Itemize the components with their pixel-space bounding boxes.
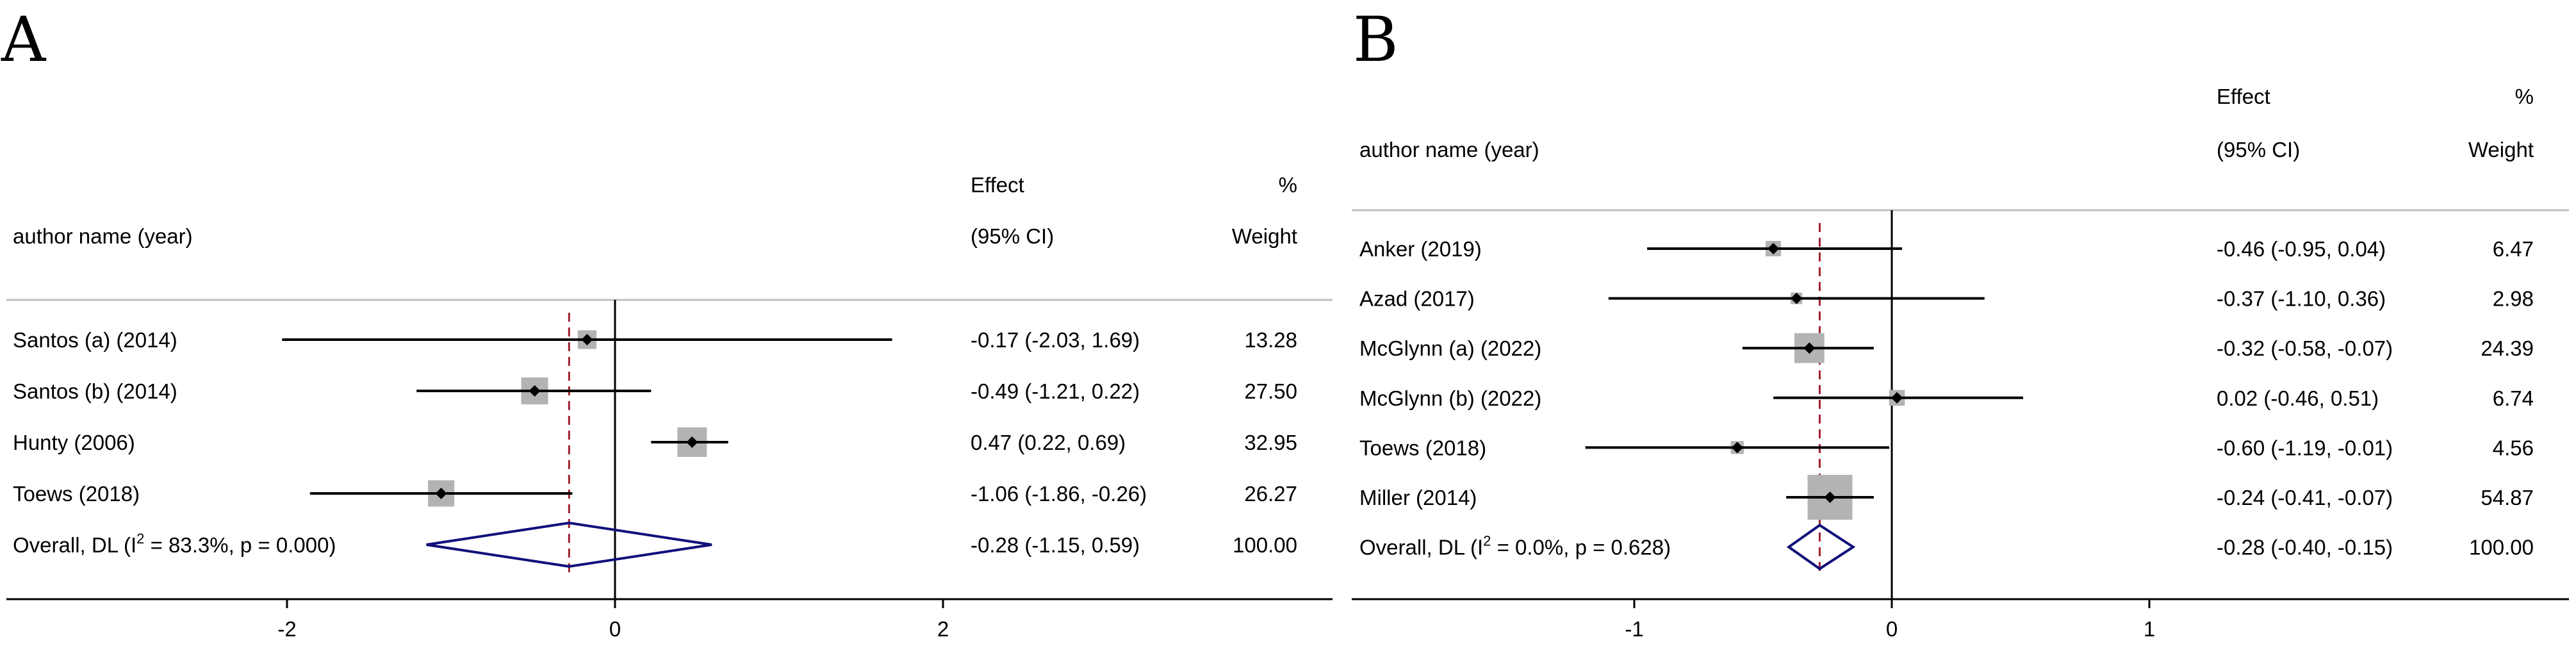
effect-point: [435, 488, 447, 499]
header-effect: Effect: [971, 173, 1024, 197]
study-weight: 6.74: [2493, 386, 2534, 410]
panel-label: A: [1, 4, 47, 76]
study-label: Hunty (2006): [13, 431, 135, 454]
study-effect-ci: -0.37 (-1.10, 0.36): [2217, 287, 2386, 311]
overall-label: Overall, DL (I2 = 0.0%, p = 0.628): [1359, 533, 1671, 559]
study-weight: 32.95: [1244, 431, 1297, 454]
overall-label: Overall, DL (I2 = 83.3%, p = 0.000): [13, 531, 336, 557]
overall-weight: 100.00: [2469, 536, 2534, 559]
study-label: Santos (b) (2014): [13, 379, 177, 403]
study-weight: 54.87: [2481, 486, 2534, 509]
study-label: Toews (2018): [13, 482, 140, 506]
effect-point: [1791, 292, 1803, 304]
study-weight: 26.27: [1244, 482, 1297, 506]
effect-point: [581, 334, 593, 345]
panel-label: B: [1353, 4, 1399, 76]
study-effect-ci: -0.46 (-0.95, 0.04): [2217, 237, 2386, 261]
effect-point: [1824, 492, 1836, 503]
study-effect-ci: -0.49 (-1.21, 0.22): [971, 379, 1140, 403]
header-ci: (95% CI): [971, 224, 1054, 248]
effect-point: [1891, 392, 1903, 404]
effect-point: [1731, 442, 1743, 454]
study-label: McGlynn (b) (2022): [1359, 386, 1541, 410]
header-percent: %: [1279, 173, 1297, 197]
overall-label-post: = 0.0%, p = 0.628): [1491, 536, 1671, 559]
x-tick-label: -2: [277, 617, 296, 641]
study-weight: 2.98: [2493, 287, 2534, 311]
header-ci: (95% CI): [2217, 138, 2300, 161]
overall-label-sup: 2: [1483, 533, 1491, 549]
effect-point: [529, 385, 541, 397]
study-label: Toews (2018): [1359, 436, 1486, 459]
header-weight: Weight: [2468, 138, 2534, 161]
header-weight: Weight: [1232, 224, 1297, 248]
effect-point: [686, 436, 698, 448]
overall-diamond: [1786, 524, 1856, 571]
x-tick-label: -1: [1625, 617, 1643, 641]
effect-point: [1768, 243, 1780, 254]
study-label: Santos (a) (2014): [13, 328, 177, 352]
study-label: Anker (2019): [1359, 237, 1482, 261]
overall-effect-ci: -0.28 (-1.15, 0.59): [971, 533, 1140, 557]
study-effect-ci: -0.60 (-1.19, -0.01): [2217, 436, 2393, 459]
header-study: author name (year): [13, 224, 193, 248]
x-tick-label: 1: [2144, 617, 2155, 641]
study-weight: 27.50: [1244, 379, 1297, 403]
study-weight: 13.28: [1244, 328, 1297, 352]
study-effect-ci: -1.06 (-1.86, -0.26): [971, 482, 1147, 506]
study-effect-ci: -0.32 (-0.58, -0.07): [2217, 336, 2393, 360]
overall-weight: 100.00: [1233, 533, 1297, 557]
overall-label-sup: 2: [136, 531, 144, 547]
study-effect-ci: 0.47 (0.22, 0.69): [971, 431, 1126, 454]
x-tick-label: 0: [609, 617, 621, 641]
study-effect-ci: -0.24 (-0.41, -0.07): [2217, 486, 2393, 509]
effect-point: [1803, 342, 1816, 354]
overall-label-pre: Overall, DL (I: [1359, 536, 1483, 559]
overall-label-post: = 83.3%, p = 0.000): [144, 533, 336, 557]
overall-effect-ci: -0.28 (-0.40, -0.15): [2217, 536, 2393, 559]
study-label: McGlynn (a) (2022): [1359, 336, 1541, 360]
study-label: Azad (2017): [1359, 287, 1475, 311]
study-weight: 24.39: [2481, 336, 2534, 360]
study-effect-ci: -0.17 (-2.03, 1.69): [971, 328, 1140, 352]
x-tick-label: 0: [1886, 617, 1898, 641]
study-effect-ci: 0.02 (-0.46, 0.51): [2217, 386, 2379, 410]
overall-label-pre: Overall, DL (I: [13, 533, 136, 557]
header-percent: %: [2515, 85, 2534, 108]
overall-diamond: [426, 521, 712, 568]
study-weight: 4.56: [2493, 436, 2534, 459]
x-tick-label: 2: [937, 617, 949, 641]
header-study: author name (year): [1359, 138, 1539, 161]
header-effect: Effect: [2217, 85, 2270, 108]
study-weight: 6.47: [2493, 237, 2534, 261]
study-label: Miller (2014): [1359, 486, 1477, 509]
